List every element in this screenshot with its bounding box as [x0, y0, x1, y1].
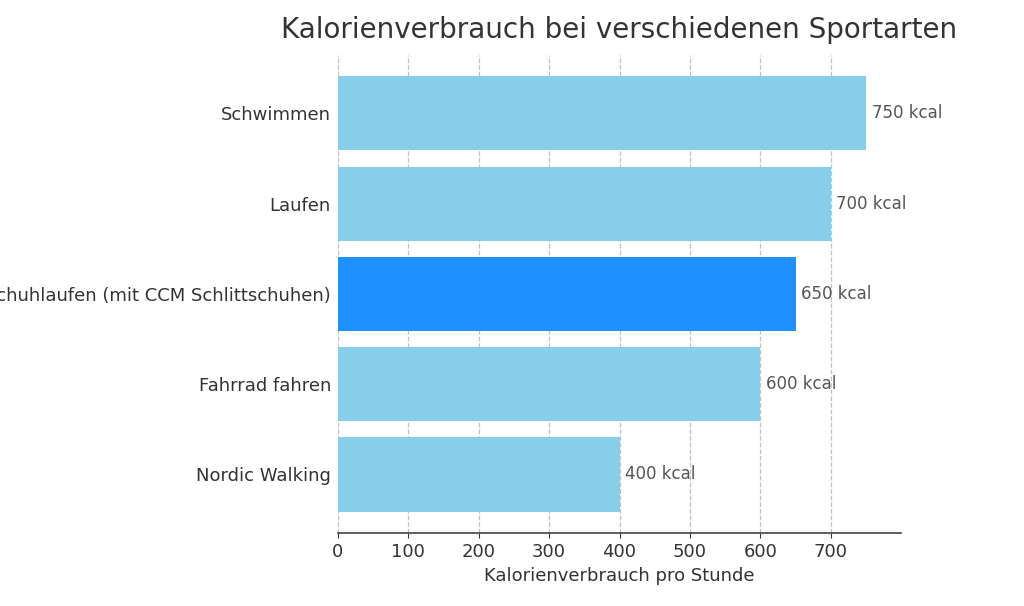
Text: 700 kcal: 700 kcal [837, 195, 906, 213]
Text: 650 kcal: 650 kcal [801, 285, 871, 303]
Text: 600 kcal: 600 kcal [766, 375, 837, 393]
X-axis label: Kalorienverbrauch pro Stunde: Kalorienverbrauch pro Stunde [484, 567, 755, 585]
Text: 400 kcal: 400 kcal [625, 465, 695, 484]
Bar [338, 438, 620, 511]
Title: Kalorienverbrauch bei verschiedenen Sportarten: Kalorienverbrauch bei verschiedenen Spor… [282, 16, 957, 44]
Bar [338, 347, 760, 421]
Bar [338, 257, 796, 331]
Bar [338, 167, 830, 241]
Bar [338, 76, 866, 150]
Text: 750 kcal: 750 kcal [871, 104, 942, 122]
